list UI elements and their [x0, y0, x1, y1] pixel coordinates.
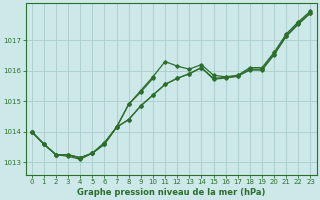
X-axis label: Graphe pression niveau de la mer (hPa): Graphe pression niveau de la mer (hPa)	[77, 188, 265, 197]
